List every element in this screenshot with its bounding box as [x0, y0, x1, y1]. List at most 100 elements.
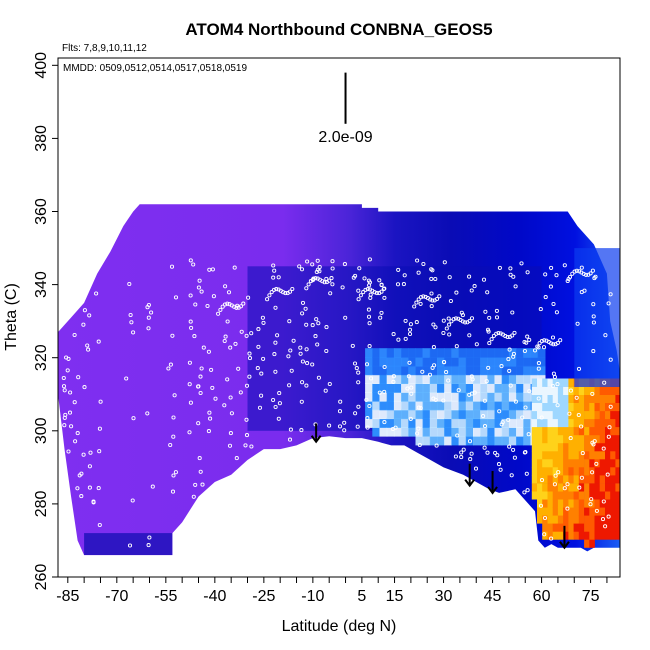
field-patch: [557, 410, 564, 420]
sample-point: [170, 333, 175, 338]
field-patch: [408, 409, 417, 420]
sample-point: [536, 396, 541, 401]
sample-point: [368, 295, 373, 300]
sample-point: [342, 420, 347, 425]
field-patch: [578, 491, 585, 500]
field-patch: [605, 475, 611, 484]
sample-point: [197, 278, 202, 283]
field-patch: [542, 434, 548, 444]
sample-point: [343, 315, 348, 320]
field-patch: [480, 374, 488, 384]
field-patch: [379, 400, 388, 411]
sample-point: [416, 270, 421, 275]
field-patch: [537, 365, 546, 376]
field-patch: [605, 515, 611, 524]
field-patch: [444, 348, 452, 358]
sample-point: [298, 345, 303, 350]
scale-bar: 2.0e-09: [318, 72, 373, 146]
field-patch: [530, 357, 539, 367]
sample-point: [147, 535, 152, 540]
sample-point: [510, 310, 515, 315]
sample-point: [431, 396, 436, 401]
sample-point: [187, 360, 192, 365]
field-patch: [568, 442, 574, 452]
field-patch: [408, 365, 417, 376]
sample-point: [225, 319, 230, 324]
sample-point: [206, 349, 211, 354]
sample-point: [169, 264, 175, 269]
sample-point: [300, 300, 306, 305]
sample-point: [591, 349, 596, 354]
sample-point: [281, 290, 286, 295]
sample-point: [537, 341, 542, 346]
field-patch: [594, 418, 601, 428]
sample-point: [324, 325, 329, 330]
field-patch: [473, 418, 481, 428]
field-patch: [584, 434, 590, 444]
field-patch: [578, 523, 585, 532]
sample-point: [297, 264, 302, 269]
sample-point: [401, 282, 406, 287]
field-patch: [584, 523, 590, 532]
sample-point: [223, 334, 228, 339]
field-patch: [487, 365, 496, 376]
field-patch: [501, 400, 510, 411]
sample-point: [467, 333, 472, 338]
sample-point: [365, 425, 370, 430]
sample-point: [244, 383, 250, 388]
sample-point: [382, 364, 387, 370]
sample-point: [232, 265, 237, 270]
field-patch: [563, 467, 569, 476]
field-patch: [557, 467, 564, 476]
field-patch: [599, 418, 606, 428]
field-patch: [401, 357, 409, 367]
field-patch: [610, 442, 616, 452]
field-patch: [429, 374, 438, 384]
sample-point: [433, 325, 438, 330]
sample-point: [271, 287, 277, 292]
field-patch: [557, 499, 564, 508]
sample-point: [62, 388, 67, 393]
heatmap-field: [58, 204, 620, 556]
field-patch: [589, 410, 595, 420]
y-axis-title: Theta (C): [3, 283, 20, 351]
sample-point: [97, 426, 102, 431]
sample-point: [608, 404, 613, 409]
field-patch: [537, 378, 543, 387]
sample-point: [353, 273, 358, 278]
sample-point: [146, 326, 151, 331]
sample-point: [467, 274, 472, 279]
field-patch: [422, 392, 431, 402]
field-patch: [415, 357, 424, 367]
field-patch: [589, 458, 595, 468]
field-patch: [437, 427, 445, 437]
field-patch: [429, 365, 438, 376]
sample-point: [337, 424, 343, 429]
field-patch: [415, 427, 424, 437]
sample-point: [442, 360, 447, 365]
sample-point: [244, 417, 249, 422]
sample-point: [358, 293, 363, 298]
field-patch: [386, 392, 395, 402]
sample-point: [367, 257, 372, 262]
field-patch: [594, 499, 601, 508]
field-patch: [393, 392, 402, 402]
sample-point: [62, 423, 67, 428]
sample-point: [549, 265, 554, 270]
field-patch: [594, 450, 601, 460]
y-tick-label: 340: [33, 271, 50, 298]
sample-point: [201, 345, 206, 350]
y-tick-label: 300: [33, 417, 50, 444]
field-patch: [542, 426, 548, 436]
sample-point: [330, 259, 335, 264]
sample-point: [305, 361, 310, 366]
sample-point: [412, 304, 417, 309]
sample-point: [193, 482, 198, 487]
field-patch: [584, 410, 590, 420]
field-patch: [393, 409, 402, 420]
field-patch: [415, 418, 424, 428]
field-patch: [605, 523, 611, 532]
field-patch: [594, 531, 601, 540]
sample-point: [329, 276, 334, 281]
sample-point: [446, 316, 451, 321]
